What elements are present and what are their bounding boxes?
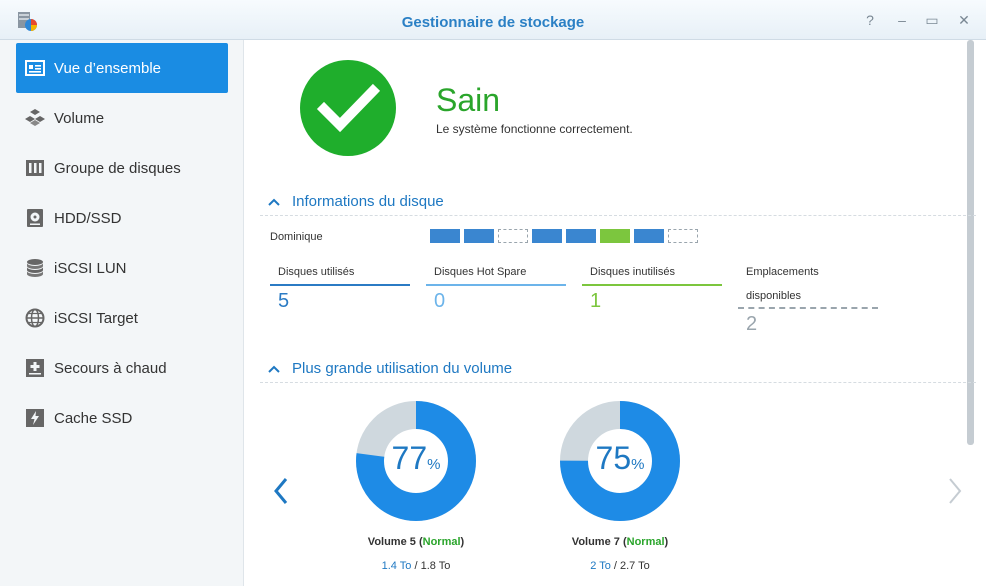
percent-value: 77 [391,440,428,476]
volume-7-usage-donut[interactable] [560,401,680,521]
section-divider [260,215,976,216]
iscsi-lun-icon [24,257,46,279]
disk-slot-6[interactable] [600,229,630,243]
available-slots-bar [738,307,878,309]
disk-info-section-toggle[interactable]: Informations du disque [268,193,444,210]
ssd-cache-icon [24,407,46,429]
disk-slot-5[interactable] [566,229,596,243]
disk-group-icon [24,157,46,179]
overview-icon [24,57,46,79]
disk-slot-7[interactable] [634,229,664,243]
chevron-up-icon [268,193,282,210]
used-disks-value: 5 [278,290,290,312]
status-description: Le système fonctionne correctement. [436,122,633,136]
previous-arrow-icon[interactable] [272,476,290,514]
sidebar-item-label: Volume [54,109,105,127]
sidebar-item-label: Groupe de disques [54,159,181,177]
donut-used-arc [560,401,680,521]
healthy-status-icon [300,60,396,156]
status-title: Sain [436,82,501,118]
iscsi-target-icon [24,307,46,329]
donut-used-arc [356,401,476,521]
volume-usage-heading: Plus grande utilisation du volume [292,360,513,377]
sidebar-item-label: Vue d’ensemble [54,59,162,77]
volume-5-percent: 77% [356,440,476,477]
close-button[interactable]: ✕ [958,12,970,28]
volume-7-label: Volume 7 (Normal) [571,536,669,548]
sidebar-item-overview[interactable]: Vue d’ensemble [16,43,228,93]
volume-usage-section-toggle[interactable]: Plus grande utilisation du volume [268,360,512,377]
volume-total: 1.8 To [420,560,451,572]
sidebar-item-volume[interactable]: Volume [16,93,228,143]
volume-5-usage-donut[interactable] [356,401,476,521]
hot-spare-disks-label: Disques Hot Spare [434,266,527,278]
disk-slot-4[interactable] [532,229,562,243]
used-disks-bar [270,284,410,286]
volume-7-size: 2 To / 2.7 To [590,560,650,572]
volume-state: Normal [422,536,461,548]
unused-disks-value: 1 [590,290,602,312]
disk-slot-8[interactable] [668,229,698,243]
disk-slot-1[interactable] [430,229,460,243]
disk-owner-label: Dominique [270,231,323,243]
section-divider [260,382,976,383]
disk-slot-3[interactable] [498,229,528,243]
sidebar-item-label: HDD/SSD [54,209,122,227]
vertical-scrollbar[interactable] [967,40,974,445]
hot-spare-icon [24,357,46,379]
disk-info-heading: Informations du disque [292,193,444,210]
sidebar-item-iscsi-lun[interactable]: iSCSI LUN [16,243,228,293]
sidebar-item-hot-spare[interactable]: Secours à chaud [16,343,228,393]
chevron-up-icon [268,360,282,377]
available-slots-label-line1: Emplacements [746,266,819,278]
sidebar-item-label: iSCSI Target [54,309,138,327]
sidebar-item-ssd-cache[interactable]: Cache SSD [16,393,228,443]
maximize-button[interactable]: ▭ [925,12,939,28]
volume-used: 1.4 To [381,560,412,572]
checkmark-icon [316,83,381,133]
volume-icon [24,107,46,129]
volume-5-size: 1.4 To / 1.8 To [381,560,451,572]
volume-name: Volume 7 [571,536,620,548]
used-disks-label: Disques utilisés [278,266,355,278]
hot-spare-disks-value: 0 [434,290,446,312]
hdd-icon [24,207,46,229]
sidebar-item-iscsi-target[interactable]: iSCSI Target [16,293,228,343]
storage-manager-app-icon [18,12,37,31]
volume-5-label: Volume 5 (Normal) [367,536,465,548]
sidebar-item-hdd-ssd[interactable]: HDD/SSD [16,193,228,243]
disk-slot-2[interactable] [464,229,494,243]
title-bar: Gestionnaire de stockage ? – ▭ ✕ [0,0,986,40]
window-title: Gestionnaire de stockage [401,14,585,31]
minimize-button[interactable]: – [898,12,906,28]
sidebar-item-label: Cache SSD [54,409,133,427]
volume-7-percent: 75% [560,440,680,477]
available-slots-value: 2 [746,313,758,335]
volume-state: Normal [626,536,665,548]
unused-disks-label: Disques inutilisés [590,266,675,278]
percent-sign: % [631,456,645,473]
sidebar-item-label: Secours à chaud [54,359,167,377]
available-slots-label-line2: disponibles [746,290,802,302]
hot-spare-disks-bar [426,284,566,286]
next-arrow-icon[interactable] [946,476,964,514]
sidebar-item-label: iSCSI LUN [54,259,127,277]
percent-sign: % [427,456,441,473]
unused-disks-bar [582,284,722,286]
volume-name: Volume 5 [367,536,416,548]
percent-value: 75 [595,440,632,476]
volume-used: 2 To [590,560,611,572]
help-button[interactable]: ? [866,12,874,28]
volume-total: 2.7 To [619,560,650,572]
sidebar-item-disk-group[interactable]: Groupe de disques [16,143,228,193]
